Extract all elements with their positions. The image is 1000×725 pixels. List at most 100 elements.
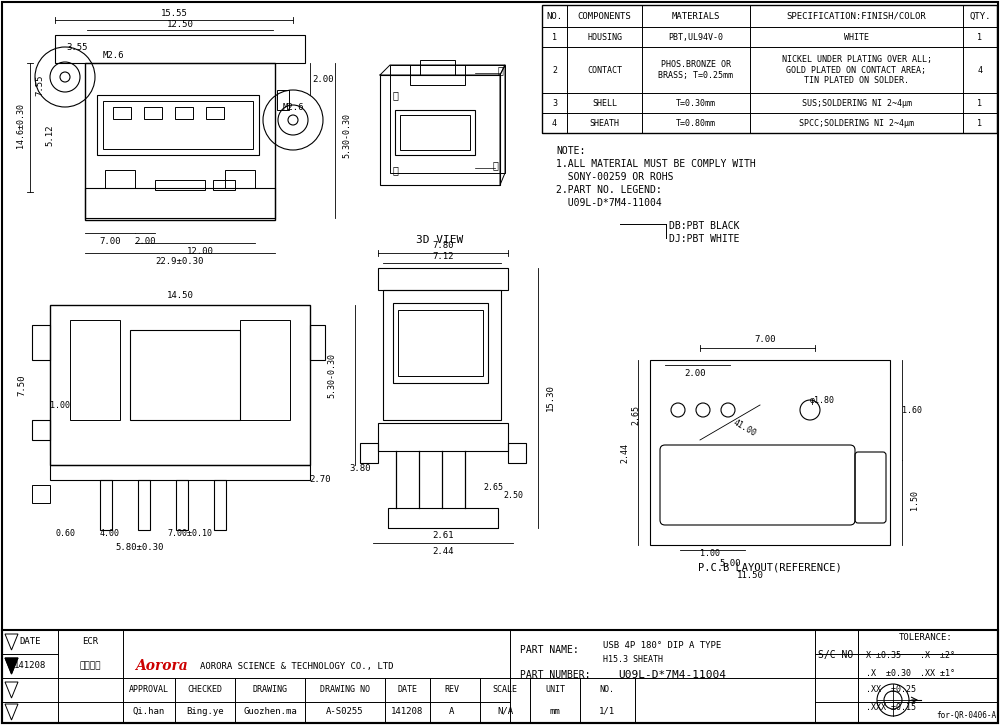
Text: A-S0255: A-S0255 — [326, 706, 364, 716]
Bar — [225, 170, 255, 188]
Text: APPROVAL: APPROVAL — [129, 686, 169, 695]
Text: ECR: ECR — [82, 637, 98, 647]
Text: SPECIFICATION:FINISH/COLOR: SPECIFICATION:FINISH/COLOR — [787, 12, 926, 20]
Text: 2.00: 2.00 — [312, 75, 334, 83]
Bar — [400, 115, 470, 150]
Bar — [103, 101, 253, 149]
Bar — [360, 443, 378, 463]
Text: .XX ±1°: .XX ±1° — [920, 668, 955, 677]
Text: PART NAME:: PART NAME: — [520, 645, 579, 655]
Bar — [378, 423, 508, 451]
Text: N/A: N/A — [497, 706, 513, 716]
Text: 1.00: 1.00 — [50, 400, 70, 410]
Text: 2.65: 2.65 — [632, 405, 640, 425]
Text: 7.55: 7.55 — [36, 74, 44, 96]
Bar — [2, 630, 998, 723]
Bar — [138, 480, 150, 530]
Bar — [176, 480, 188, 530]
Text: P.C.B LAYOUT(REFERENCE): P.C.B LAYOUT(REFERENCE) — [698, 562, 842, 572]
Text: PHOS.BRONZE OR
BRASS; T=0.25mm: PHOS.BRONZE OR BRASS; T=0.25mm — [658, 60, 734, 80]
Text: M2.6: M2.6 — [283, 102, 304, 112]
Text: 1.50: 1.50 — [910, 490, 918, 510]
Bar — [388, 508, 498, 528]
Text: NOTE:: NOTE: — [556, 146, 585, 156]
Text: T=0.30mm: T=0.30mm — [676, 99, 716, 107]
Text: A: A — [449, 706, 455, 716]
Text: PBT,UL94V-0: PBT,UL94V-0 — [668, 33, 724, 41]
Text: USB 4P 180° DIP A TYPE: USB 4P 180° DIP A TYPE — [603, 640, 721, 650]
Text: 7.00: 7.00 — [99, 236, 121, 246]
Text: 1.ALL MATERIAL MUST BE COMPLY WITH: 1.ALL MATERIAL MUST BE COMPLY WITH — [556, 159, 756, 169]
Text: 4: 4 — [978, 65, 982, 75]
Bar — [130, 330, 240, 420]
Text: 2.00: 2.00 — [134, 236, 156, 246]
Text: 2.50: 2.50 — [503, 492, 523, 500]
Bar — [32, 325, 50, 360]
Bar — [113, 107, 131, 119]
Text: ②: ② — [497, 65, 503, 75]
Bar — [144, 107, 162, 119]
Text: 2.61: 2.61 — [432, 531, 454, 541]
Text: U09L-D*7M4-11004: U09L-D*7M4-11004 — [556, 198, 662, 208]
Bar — [420, 60, 455, 75]
Text: mm: mm — [550, 706, 560, 716]
Text: SHELL: SHELL — [592, 99, 617, 107]
Text: TOLERANCE:: TOLERANCE: — [899, 634, 953, 642]
Text: 1: 1 — [978, 33, 982, 41]
Bar — [32, 485, 50, 503]
Bar — [175, 107, 193, 119]
Text: DATE: DATE — [397, 686, 417, 695]
Text: 7.00±0.10: 7.00±0.10 — [168, 529, 212, 537]
Text: DJ:PBT WHITE: DJ:PBT WHITE — [669, 234, 740, 244]
Text: DATE: DATE — [19, 637, 41, 647]
Text: 1: 1 — [978, 99, 982, 107]
Bar — [155, 180, 205, 190]
Text: 14.6±0.30: 14.6±0.30 — [15, 102, 24, 147]
Text: Guozhen.ma: Guozhen.ma — [243, 706, 297, 716]
Text: H15.3 SHEATH: H15.3 SHEATH — [603, 655, 663, 665]
Text: 7.12: 7.12 — [432, 252, 454, 260]
Text: WHITE: WHITE — [844, 33, 869, 41]
Bar — [97, 95, 259, 155]
Text: 4: 4 — [552, 118, 557, 128]
Text: 1.00: 1.00 — [700, 549, 720, 558]
Bar — [310, 325, 325, 360]
Text: 141208: 141208 — [14, 661, 46, 671]
Text: 7.50: 7.50 — [18, 374, 26, 396]
Text: 0.60: 0.60 — [55, 529, 75, 537]
Bar — [105, 170, 135, 188]
Text: 5.30-0.30: 5.30-0.30 — [342, 112, 352, 157]
Text: 11.50: 11.50 — [737, 571, 763, 579]
Text: DRAWING: DRAWING — [252, 686, 288, 695]
Bar — [240, 320, 290, 420]
Text: UNIT: UNIT — [545, 686, 565, 695]
Text: .X  ±0.30: .X ±0.30 — [866, 668, 911, 677]
Text: Bing.ye: Bing.ye — [186, 706, 224, 716]
Bar — [70, 320, 120, 420]
Bar — [50, 305, 310, 465]
Text: .XXX ±0.15: .XXX ±0.15 — [866, 703, 916, 713]
Bar — [50, 465, 310, 480]
Text: 5.80±0.30: 5.80±0.30 — [116, 542, 164, 552]
Text: 3: 3 — [552, 99, 557, 107]
Bar — [395, 110, 475, 155]
Text: 1: 1 — [552, 33, 557, 41]
Bar — [214, 480, 226, 530]
Text: 15.55: 15.55 — [161, 9, 187, 17]
Text: SHEATH: SHEATH — [590, 118, 620, 128]
Bar — [85, 188, 275, 218]
Text: MATERIALS: MATERIALS — [672, 12, 720, 20]
Text: SUS;SOLDERING NI 2~4μm: SUS;SOLDERING NI 2~4μm — [802, 99, 912, 107]
Text: U09L-D*7M4-11004: U09L-D*7M4-11004 — [618, 670, 726, 680]
Bar — [380, 75, 500, 185]
Text: 5.00: 5.00 — [719, 558, 741, 568]
Text: .XX  ±0.25: .XX ±0.25 — [866, 686, 916, 695]
Bar — [383, 290, 501, 420]
Text: 3.80: 3.80 — [349, 463, 371, 473]
Text: HOUSING: HOUSING — [587, 33, 622, 41]
Text: 2.44: 2.44 — [432, 547, 454, 555]
Text: 3D VIEW: 3D VIEW — [416, 235, 464, 245]
Text: 2: 2 — [552, 65, 557, 75]
Text: 3.55: 3.55 — [66, 43, 88, 51]
Text: 12.50: 12.50 — [167, 20, 193, 28]
